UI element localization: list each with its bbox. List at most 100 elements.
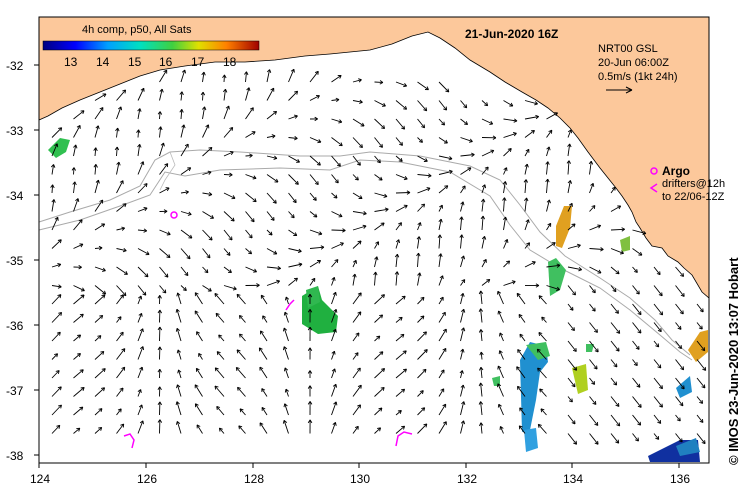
current-vector (223, 285, 237, 290)
current-vector (116, 127, 119, 138)
current-vector (524, 197, 528, 212)
current-vector-head (478, 422, 484, 427)
current-vector (239, 408, 246, 416)
current-vector (395, 174, 408, 180)
current-vector (438, 234, 441, 249)
current-vector (216, 351, 225, 360)
current-vector-head (196, 424, 201, 429)
current-vector-head (569, 306, 574, 311)
current-vector (239, 333, 246, 342)
current-vector-head (160, 142, 165, 147)
current-vector-head (567, 143, 572, 148)
current-vector-head (597, 224, 602, 229)
current-vector (180, 69, 186, 83)
current-vector (196, 331, 203, 342)
current-vector-head (274, 178, 279, 183)
current-vector (288, 174, 299, 185)
current-vector-head (118, 106, 123, 111)
current-vector-head (354, 352, 359, 357)
current-vector (417, 203, 425, 212)
current-vector-head (121, 226, 126, 231)
current-vector (266, 192, 277, 204)
current-vector-head (317, 260, 321, 264)
current-vector-head (423, 158, 428, 162)
current-vector-head (460, 327, 466, 332)
current-vector (395, 118, 405, 130)
current-vector (245, 266, 257, 273)
current-vector (546, 199, 550, 212)
current-vector (94, 125, 99, 138)
current-vector-head (657, 364, 662, 369)
current-vector-head (459, 370, 464, 374)
current-vector (309, 246, 324, 249)
current-vector (331, 155, 341, 167)
current-vector (499, 426, 504, 434)
current-vector (567, 143, 571, 157)
current-vector (202, 229, 213, 241)
current-vector-head (489, 120, 494, 125)
current-vector-head (591, 380, 596, 385)
current-vector (73, 167, 75, 175)
current-vector (632, 377, 641, 388)
current-vector (116, 248, 127, 252)
current-vector (653, 285, 663, 297)
current-vector-head (79, 406, 84, 411)
current-vector (567, 377, 576, 388)
current-vector-head (277, 266, 281, 271)
current-vector (539, 388, 547, 397)
current-vector (159, 187, 170, 194)
current-vector-head (313, 213, 318, 218)
current-vector (116, 227, 125, 231)
current-vector (653, 377, 663, 389)
current-vector-head (266, 69, 272, 73)
current-vector (546, 161, 549, 175)
current-vector-head (114, 146, 120, 151)
current-vector (696, 433, 706, 444)
current-vector (417, 390, 424, 397)
current-vector-head (268, 231, 273, 236)
current-vector-head (394, 271, 400, 275)
current-vector (159, 248, 171, 258)
current-vector-head (442, 328, 447, 333)
current-vector (481, 184, 486, 194)
current-vector (331, 137, 343, 147)
current-vector-head (422, 331, 427, 336)
current-vector (73, 427, 81, 434)
current-vector-head (518, 313, 523, 318)
current-vector-head (401, 425, 406, 430)
current-vector (94, 179, 99, 194)
current-vector-head (72, 181, 77, 186)
current-vector-head (80, 110, 85, 115)
current-vector-head (376, 159, 381, 164)
current-vector (417, 81, 429, 91)
current-vector-head (249, 107, 254, 112)
current-vector-head (519, 333, 524, 338)
current-vector (417, 368, 427, 379)
current-vector (567, 203, 573, 212)
current-vector-head (117, 316, 122, 321)
current-vector (374, 387, 385, 397)
current-vector (567, 160, 570, 175)
current-vector-head (99, 314, 104, 319)
y-tick-32: -32 (6, 59, 24, 73)
current-vector (331, 211, 343, 218)
current-vector-head (259, 366, 264, 371)
current-vector (309, 137, 322, 143)
current-vector-head (54, 143, 59, 148)
current-vector-head (261, 407, 266, 411)
argo-line3: to 22/06-12Z (662, 191, 725, 203)
current-vector-head (484, 102, 489, 107)
current-vector (245, 174, 257, 179)
current-vector-head (362, 224, 367, 229)
argo-tracks (123, 211, 413, 449)
current-vector (417, 272, 421, 286)
current-vector (497, 365, 504, 379)
legend-tick-13: 13 (64, 55, 78, 69)
current-vector (214, 385, 225, 397)
current-vector (176, 328, 182, 342)
info-product: NRT00 GSL (598, 43, 658, 55)
current-vector-head (597, 269, 602, 274)
argo-legend-icon (650, 167, 658, 175)
sst-patch-se-1 (688, 330, 708, 362)
current-vector (194, 310, 203, 323)
